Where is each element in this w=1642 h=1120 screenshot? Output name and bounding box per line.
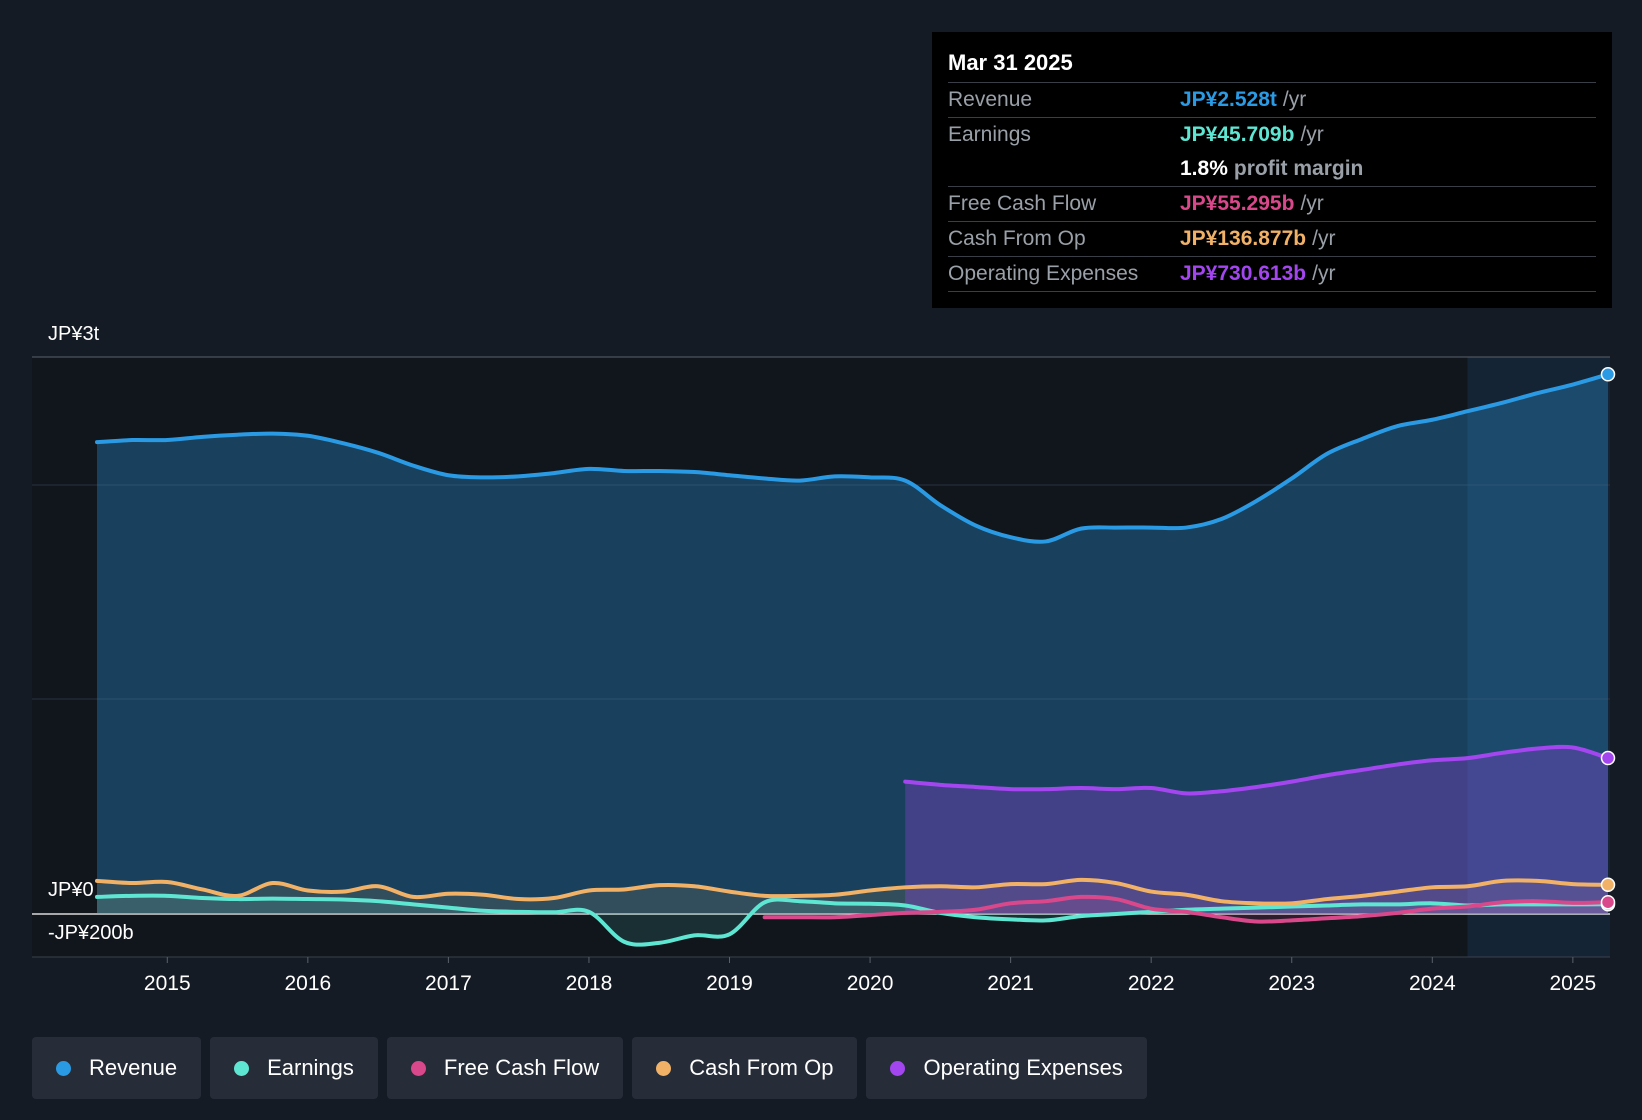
tooltip-unit: /yr: [1282, 88, 1307, 111]
tooltip-row-free-cash-flow: Free Cash Flow JP¥55.295b /yr: [948, 186, 1596, 221]
tooltip-divider: [948, 291, 1596, 292]
x-tick-label: 2025: [1550, 972, 1597, 995]
tooltip-label: Cash From Op: [948, 227, 1086, 250]
endpoint-cash-from-op: [1600, 877, 1616, 893]
grid-lines: [32, 356, 1610, 958]
legend-dot-icon: [410, 1060, 426, 1076]
tooltip-label: Revenue: [948, 88, 1033, 111]
line-cash-from-op: [95, 877, 1610, 906]
legend-label: Operating Expenses: [923, 1055, 1123, 1080]
line-revenue: [95, 372, 1610, 544]
legend-dot-icon: [234, 1060, 250, 1076]
y-axis-labels: JP¥3t JP¥0 -JP¥200b: [48, 323, 134, 944]
tooltip-value: JP¥2.528t: [1180, 88, 1277, 111]
x-tick-label: 2022: [1128, 972, 1175, 995]
plot-background: [32, 357, 1610, 957]
tooltip-label: Earnings: [948, 123, 1031, 146]
tooltip-value: JP¥730.613b: [1180, 262, 1307, 285]
tooltip-row-operating-expenses: Operating Expenses JP¥730.613b /yr: [948, 256, 1596, 291]
area-revenue: [97, 374, 1608, 915]
tooltip-label: Operating Expenses: [948, 262, 1139, 285]
tooltip-label: Free Cash Flow: [948, 192, 1097, 215]
legend-label: Revenue: [89, 1055, 178, 1080]
data-tooltip: Mar 31 2025 Revenue JP¥2.528t /yr Earnin…: [932, 32, 1612, 308]
endpoint-operating-expenses: [1600, 750, 1616, 766]
tooltip-row-profit-margin: 1.8% profit margin: [948, 152, 1596, 186]
chart-legend: Revenue Earnings Free Cash Flow Cash Fro…: [32, 1037, 1147, 1099]
tooltip-value: JP¥136.877b: [1180, 227, 1307, 250]
x-tick-label: 2016: [284, 972, 331, 995]
x-tick-label: 2020: [847, 972, 894, 995]
x-tick-label: 2019: [706, 972, 753, 995]
x-tick-label: 2015: [144, 972, 191, 995]
tooltip-unit: /yr: [1300, 192, 1324, 215]
x-tick-label: 2018: [566, 972, 613, 995]
tooltip-date: Mar 31 2025: [948, 50, 1073, 75]
legend-item-revenue[interactable]: Revenue: [32, 1037, 202, 1099]
y-axis-label: JP¥3t: [48, 323, 100, 345]
x-tick-label: 2017: [425, 972, 472, 995]
legend-label: Free Cash Flow: [443, 1055, 600, 1080]
legend-item-cash-from-op[interactable]: Cash From Op: [632, 1037, 858, 1099]
x-tick-label: 2023: [1268, 972, 1315, 995]
legend-item-operating-expenses[interactable]: Operating Expenses: [866, 1037, 1147, 1099]
legend-dot-icon: [56, 1060, 71, 1076]
series-endpoints: [1600, 367, 1616, 912]
tooltip-row-cash-from-op: Cash From Op JP¥136.877b /yr: [948, 221, 1596, 256]
legend-item-free-cash-flow[interactable]: Free Cash Flow: [386, 1037, 624, 1099]
tooltip-row-earnings: Earnings JP¥45.709b /yr: [948, 117, 1596, 152]
tooltip-value: 1.8%: [1180, 157, 1228, 180]
tooltip-unit: profit margin: [1233, 157, 1364, 180]
endpoint-revenue: [1600, 367, 1616, 382]
legend-dot-icon: [890, 1060, 906, 1076]
y-axis-label: JP¥0: [48, 879, 94, 901]
endpoint-free-cash-flow: [1600, 894, 1616, 910]
legend-label: Cash From Op: [689, 1055, 834, 1080]
forecast-shading: [1467, 357, 1610, 957]
x-tick-label: 2021: [987, 972, 1034, 995]
tooltip-value: JP¥55.295b: [1180, 192, 1295, 215]
series-lines: [95, 372, 1610, 947]
legend-dot-icon: [656, 1060, 672, 1076]
tooltip-value: JP¥45.709b: [1180, 123, 1295, 146]
line-operating-expenses: [903, 744, 1610, 796]
tooltip-unit: /yr: [1312, 227, 1336, 250]
x-axis-ticks: 2015 2016 2017 2018 2019 2020 2021 2022 2023 2024…: [144, 957, 1596, 995]
line-earnings: [95, 893, 1610, 947]
tooltip-unit: /yr: [1300, 123, 1324, 146]
legend-label: Earnings: [267, 1055, 354, 1080]
tooltip-row-revenue: Revenue JP¥2.528t /yr: [948, 82, 1596, 117]
x-tick-label: 2024: [1409, 972, 1456, 995]
tooltip-unit: /yr: [1312, 262, 1336, 285]
legend-item-earnings[interactable]: Earnings: [210, 1037, 378, 1099]
y-axis-label: -JP¥200b: [48, 922, 134, 944]
area-cash-from-op: [97, 879, 1608, 914]
line-free-cash-flow: [762, 894, 1610, 924]
